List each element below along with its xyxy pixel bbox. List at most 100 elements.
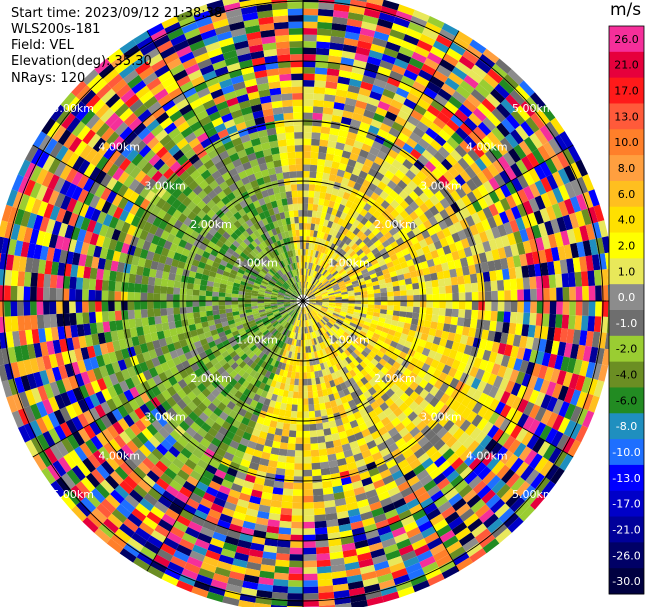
radar-gate bbox=[242, 452, 253, 462]
radar-gate bbox=[109, 270, 117, 282]
radar-gate bbox=[379, 190, 389, 200]
radar-gate bbox=[561, 314, 570, 329]
radar-gate bbox=[478, 359, 489, 371]
radar-gate bbox=[257, 333, 265, 341]
radar-gate bbox=[357, 319, 365, 325]
radar-gate bbox=[463, 317, 472, 328]
radar-gate bbox=[134, 317, 143, 328]
radar-gate bbox=[303, 391, 309, 399]
radar-gate bbox=[345, 200, 354, 209]
radar-gate bbox=[137, 461, 151, 475]
radar-gate bbox=[510, 289, 518, 301]
radar-gate bbox=[464, 423, 477, 436]
radar-gate bbox=[291, 404, 298, 412]
radar-gate bbox=[322, 333, 328, 341]
radar-gate bbox=[331, 283, 339, 288]
radar-gate bbox=[141, 317, 149, 327]
radar-gate bbox=[244, 425, 255, 435]
radar-gate bbox=[533, 377, 545, 392]
radar-gate bbox=[449, 268, 458, 278]
radar-gate bbox=[308, 303, 316, 307]
radar-gate bbox=[536, 301, 544, 314]
radar-gate bbox=[188, 411, 199, 422]
radar-gate bbox=[200, 453, 212, 465]
radar-gate bbox=[409, 86, 424, 99]
radar-gate bbox=[369, 445, 380, 456]
radar-gate bbox=[225, 292, 232, 298]
radar-gate bbox=[330, 327, 337, 334]
radar-gate bbox=[343, 489, 356, 499]
radar-gate bbox=[364, 220, 373, 229]
radar-gate bbox=[372, 280, 380, 287]
radar-gate bbox=[4, 301, 11, 317]
radar-gate bbox=[337, 76, 351, 85]
radar-gate bbox=[334, 370, 342, 379]
radar-gate bbox=[10, 301, 18, 317]
radar-gate bbox=[358, 353, 366, 361]
radar-gate bbox=[196, 442, 208, 454]
radar-gate bbox=[567, 439, 581, 457]
radar-gate bbox=[399, 209, 410, 220]
radar-gate bbox=[593, 316, 602, 333]
radar-gate bbox=[429, 46, 446, 59]
radar-gate bbox=[390, 448, 403, 459]
radar-gate bbox=[481, 261, 490, 273]
radar-gate bbox=[407, 475, 420, 487]
radar-gate bbox=[376, 379, 386, 388]
radar-gate bbox=[327, 290, 335, 295]
radar-gate bbox=[416, 98, 431, 111]
radar-gate bbox=[326, 146, 336, 155]
radar-gate bbox=[485, 93, 501, 108]
radar-gate bbox=[338, 464, 349, 473]
radar-gate bbox=[348, 377, 357, 386]
radar-gate bbox=[270, 604, 288, 607]
radar-gate bbox=[146, 452, 160, 466]
radar-gate bbox=[558, 401, 571, 418]
radar-gate bbox=[418, 378, 429, 389]
radar-gate bbox=[350, 599, 368, 607]
radar-gate bbox=[225, 583, 243, 594]
radar-gate bbox=[313, 279, 319, 286]
radar-gate bbox=[367, 301, 375, 305]
radar-gate bbox=[311, 469, 322, 477]
radar-gate bbox=[492, 428, 505, 443]
radar-gate bbox=[484, 149, 498, 164]
radar-gate bbox=[462, 489, 477, 504]
radar-gate bbox=[270, 379, 277, 388]
radar-gate bbox=[283, 482, 294, 490]
radar-gate bbox=[305, 326, 309, 334]
radar-gate bbox=[587, 315, 596, 332]
radar-gate bbox=[288, 430, 297, 438]
radar-gate bbox=[319, 402, 326, 411]
radar-gate bbox=[463, 344, 473, 356]
radar-gate bbox=[332, 439, 342, 448]
radar-gate bbox=[131, 532, 148, 547]
radar-gate bbox=[377, 321, 385, 328]
radar-gate bbox=[498, 507, 515, 524]
radar-gate bbox=[463, 246, 473, 258]
radar-gate bbox=[128, 273, 137, 284]
radar-gate bbox=[446, 470, 460, 483]
radar-gate bbox=[476, 272, 485, 283]
radar-gate bbox=[336, 329, 344, 336]
radar-gate bbox=[226, 400, 236, 411]
radar-gate bbox=[436, 230, 446, 241]
radar-gate bbox=[295, 312, 299, 320]
radar-gate bbox=[420, 165, 432, 177]
radar-gate bbox=[385, 458, 398, 469]
radar-gate bbox=[278, 527, 292, 535]
radar-gate bbox=[496, 103, 511, 119]
radar-gate bbox=[242, 520, 256, 530]
radar-gate bbox=[580, 271, 589, 287]
radar-gate bbox=[472, 357, 483, 369]
radar-gate bbox=[344, 279, 352, 285]
radar-gate bbox=[158, 427, 170, 439]
radar-gate bbox=[255, 401, 264, 411]
radar-gate bbox=[580, 315, 589, 331]
radar-gate bbox=[338, 314, 346, 320]
radar-gate bbox=[210, 579, 228, 590]
radar-gate bbox=[303, 132, 312, 139]
radar-gate bbox=[476, 448, 490, 462]
radar-gate bbox=[311, 216, 317, 224]
radar-gate bbox=[148, 435, 161, 449]
